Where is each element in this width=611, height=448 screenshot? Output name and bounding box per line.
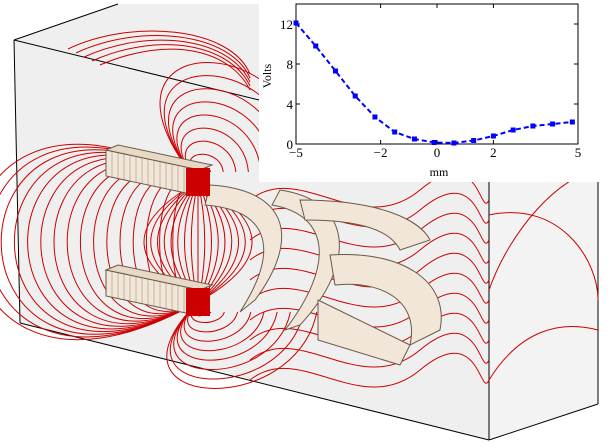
x-tick-label: −5: [289, 145, 303, 160]
data-point: [372, 114, 378, 120]
electrode-upper-bar: [104, 144, 214, 197]
data-point: [411, 136, 417, 142]
x-tick-label: 5: [575, 145, 582, 160]
contour-line: [67, 30, 251, 75]
data-point: [530, 123, 536, 129]
contour-line: [169, 301, 305, 380]
contour-line: [0, 144, 199, 340]
y-tick-label: 0: [287, 137, 294, 152]
contour-line: [488, 212, 599, 301]
data-point: [332, 68, 338, 74]
contour-line: [99, 48, 251, 91]
box-right-face: [489, 145, 598, 440]
contour-line: [91, 44, 251, 87]
contour-line: [0, 149, 199, 335]
contour-line: [0, 146, 199, 338]
data-point: [490, 133, 496, 139]
data-point: [293, 20, 299, 26]
contour-line: [75, 35, 251, 79]
data-point: [471, 138, 477, 143]
electrode-arc-1: [204, 184, 283, 313]
contour-line: [488, 326, 599, 381]
box-top-face: [14, 4, 489, 166]
contour-line: [249, 253, 490, 288]
data-point: [313, 43, 319, 49]
contour-line: [176, 114, 262, 183]
contour-line: [249, 233, 490, 268]
inset-chart: 0 4 8 12 −5 −2 0 2 5 Volts mm: [259, 0, 611, 182]
contour-line: [249, 333, 490, 368]
field-hotspot-lower: [186, 288, 210, 316]
series-layer: [293, 20, 575, 146]
plot-area: [295, 3, 579, 145]
field-hotspot-upper: [186, 168, 210, 196]
data-point: [392, 129, 398, 135]
y-axis-label: Volts: [260, 63, 274, 88]
x-tick-label: −2: [374, 145, 388, 160]
x-axis-ticks: −5 −2 0 2 5: [289, 4, 581, 160]
contour-line: [249, 173, 490, 208]
data-point: [352, 93, 358, 99]
data-point: [510, 127, 516, 133]
x-tick-label: 0: [434, 145, 441, 160]
contour-line: [176, 301, 278, 361]
x-axis-label: mm: [430, 165, 449, 179]
y-tick-label: 12: [280, 17, 293, 32]
contour-line: [183, 301, 252, 342]
y-tick-label: 4: [287, 97, 294, 112]
data-point: [550, 121, 556, 127]
y-axis-ticks: 0 4 8 12: [280, 17, 578, 152]
data-point: [569, 119, 575, 125]
contour-line: [180, 301, 265, 352]
contour-line: [173, 301, 291, 370]
contour-line: [83, 39, 251, 83]
electrode-arc-3: [299, 199, 442, 366]
data-point: [431, 140, 437, 145]
x-tick-label: 2: [490, 145, 497, 160]
electrode-structure: [104, 144, 442, 366]
y-tick-label: 8: [287, 57, 294, 72]
voltage-profile-chart: 0 4 8 12 −5 −2 0 2 5 Volts mm: [260, 3, 581, 179]
data-point: [451, 140, 457, 146]
contour-line: [249, 353, 490, 388]
